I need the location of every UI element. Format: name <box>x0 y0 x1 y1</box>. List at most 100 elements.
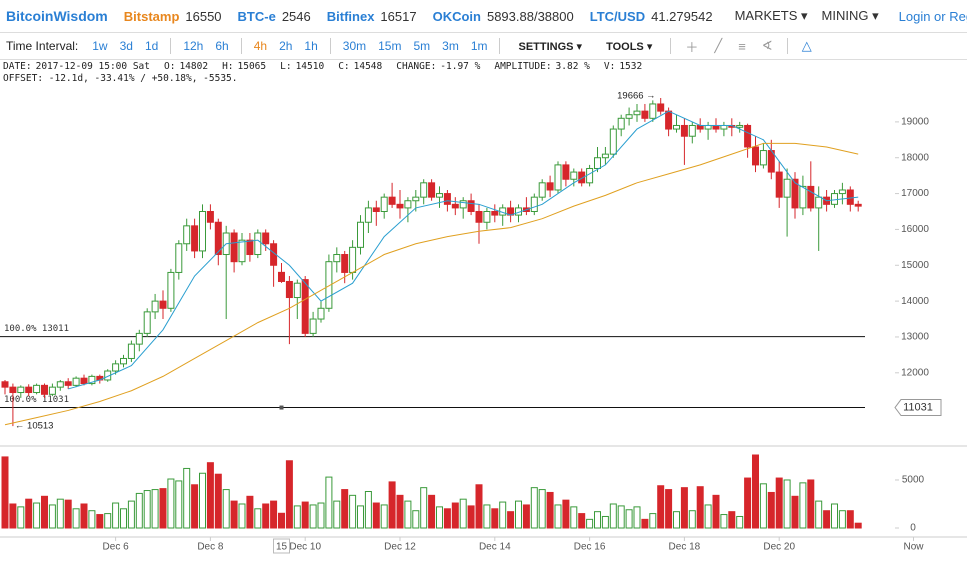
volume-bar <box>88 510 96 529</box>
info-panel: DATE: 2017-12-09 15:00 Sat O: 14802 H: 15065 L… <box>3 61 656 85</box>
candle-body <box>712 124 720 130</box>
volume-bar <box>238 503 246 529</box>
volume-bar <box>712 494 720 529</box>
candle-body <box>601 153 609 159</box>
x-tick-label: Dec 20 <box>763 542 795 553</box>
separator <box>499 38 501 54</box>
candle-body <box>206 211 214 223</box>
volume-bar <box>404 500 412 529</box>
volume-bar <box>72 508 80 529</box>
tool-icon[interactable]: ＋ <box>685 39 699 55</box>
interval-button[interactable]: 5m <box>413 39 431 53</box>
volume-bar <box>625 509 633 529</box>
info-value: 15065 <box>237 61 267 72</box>
candle-body <box>230 232 238 263</box>
interval-button[interactable]: 2h <box>279 39 293 53</box>
exchange-name[interactable]: LTC/USD <box>589 8 646 24</box>
interval-button[interactable]: 15m <box>378 39 402 53</box>
volume-bar <box>491 508 499 529</box>
candle-body <box>120 357 127 365</box>
volume-bar <box>522 504 530 529</box>
y-tick-label: 15000 <box>901 260 929 271</box>
menu[interactable]: MARKETS ▾ <box>734 8 808 23</box>
menu[interactable]: MINING ▾ <box>821 8 879 23</box>
volume-bar <box>578 513 586 529</box>
volume-bar <box>262 503 270 529</box>
login[interactable]: Login or Regist <box>898 8 967 24</box>
candle-body <box>33 384 41 394</box>
interval-button[interactable]: 1h <box>304 39 318 53</box>
volume-bar <box>278 512 285 529</box>
alert-icon[interactable]: △ <box>801 38 812 53</box>
candle-body <box>680 124 688 137</box>
volume-tick-label: 5000 <box>902 475 925 486</box>
candle-body <box>88 375 96 385</box>
volume-bar <box>704 504 712 529</box>
exchange-price: 41.279542 <box>651 8 713 24</box>
volume-bar <box>175 480 183 529</box>
volume-bar <box>530 487 538 529</box>
exchange-name[interactable]: OKCoin <box>432 8 481 24</box>
interval-button[interactable]: 3d <box>119 39 133 53</box>
x-tick-label: Dec 18 <box>669 542 701 553</box>
candle-body <box>238 239 246 263</box>
volume-bar <box>222 489 230 529</box>
tool-icon[interactable]: ∢ <box>761 38 773 53</box>
candle-body <box>341 254 349 273</box>
interval-button[interactable]: 4h <box>253 39 268 53</box>
candle-body <box>617 117 625 130</box>
candle-body <box>380 196 388 213</box>
volume-bar <box>554 504 562 529</box>
tool-icon[interactable]: ≡ <box>738 38 746 54</box>
candle-body <box>72 377 80 386</box>
volume-bar <box>570 506 578 529</box>
volume-bar <box>357 505 364 529</box>
volume-bar <box>380 504 388 529</box>
candle-body <box>609 128 617 155</box>
interval-button[interactable]: 12h <box>183 39 204 53</box>
volume-bar <box>854 522 862 529</box>
candle-body <box>159 300 167 309</box>
exchange-name[interactable]: Bitfinex <box>326 8 375 24</box>
exchange-name[interactable]: Bitstamp <box>123 8 180 24</box>
candle-body <box>736 124 744 128</box>
volume-bar <box>317 502 325 529</box>
dropdown[interactable]: SETTINGS ▾ <box>518 40 583 53</box>
y-tick-label: 14000 <box>901 296 929 307</box>
exchange-name[interactable]: BTC-e <box>237 8 276 24</box>
interval-button[interactable]: 30m <box>342 39 367 53</box>
interval-button[interactable]: 3m <box>442 39 459 53</box>
volume-bar <box>807 479 815 529</box>
candle-body <box>491 211 499 216</box>
interval-button[interactable]: 1d <box>144 39 159 53</box>
interval-button[interactable]: 1m <box>470 39 488 53</box>
level-label: 100.0% 13011 <box>4 324 69 334</box>
volume-bar <box>246 495 254 529</box>
candle-body <box>799 185 807 209</box>
candle-body <box>143 311 151 334</box>
candle-body <box>704 124 712 130</box>
tool-icon[interactable]: ╱ <box>714 38 723 53</box>
volume-bar <box>680 487 688 529</box>
candle-body <box>333 254 341 263</box>
brand[interactable]: BitcoinWisdom <box>6 8 108 24</box>
candle-body <box>436 193 443 198</box>
annotation: ← 10513 <box>15 421 54 432</box>
interval-button[interactable]: 1w <box>92 39 108 53</box>
candle-body <box>9 386 17 394</box>
candle-body <box>475 211 483 223</box>
candle-body <box>530 196 538 213</box>
candle-body <box>262 232 270 245</box>
volume-bar <box>214 473 222 529</box>
volume-bar <box>151 489 159 529</box>
candle-body <box>759 150 767 166</box>
candle-body <box>578 171 586 184</box>
candle-body <box>744 124 752 148</box>
interval-button[interactable]: 6h <box>215 39 229 53</box>
volume-bar <box>349 494 357 529</box>
candle-body <box>254 232 262 256</box>
candle-body <box>127 343 135 359</box>
info-value: 14510 <box>295 61 325 72</box>
dropdown[interactable]: TOOLS ▾ <box>606 40 653 53</box>
